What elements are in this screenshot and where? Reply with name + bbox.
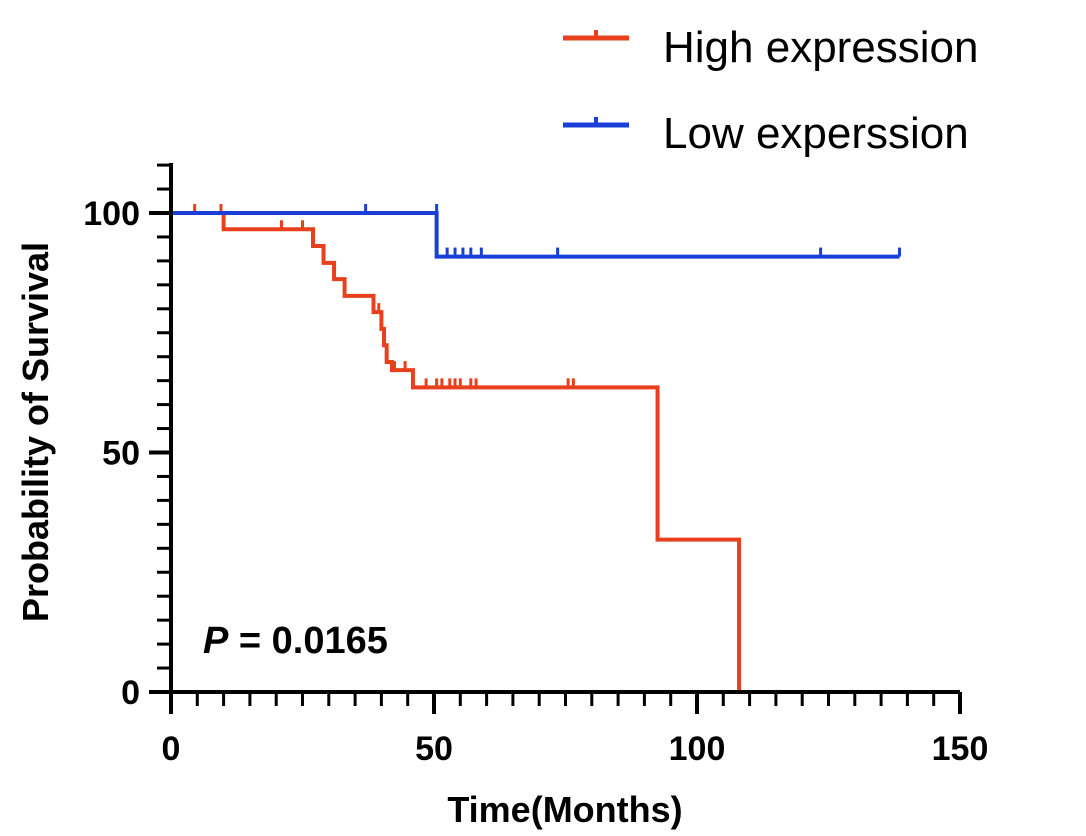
legend-label-low: Low experssion	[663, 109, 969, 158]
legend-label-high: High expression	[663, 23, 979, 72]
x-axis: 0 50 100 150	[162, 690, 989, 768]
x-tick-label: 0	[162, 730, 181, 768]
y-tick-label: 50	[102, 435, 140, 473]
y-axis-title: Probability of Survival	[15, 242, 56, 622]
legend: High expression Low experssion	[563, 23, 979, 158]
survival-curve-high	[171, 211, 742, 692]
plot-area	[171, 204, 902, 692]
x-tick-label: 150	[932, 730, 989, 768]
x-tick-label: 100	[669, 730, 726, 768]
y-tick-label: 100	[83, 195, 140, 233]
p-value-symbol: P	[203, 620, 229, 662]
y-axis: 0 50 100	[83, 163, 173, 712]
x-axis-title: Time(Months)	[447, 789, 682, 830]
p-value-annotation: P = 0.0165	[203, 620, 388, 662]
p-value-text: = 0.0165	[228, 620, 388, 662]
x-tick-label: 50	[415, 730, 453, 768]
survival-curve-low	[171, 211, 900, 259]
y-tick-label: 0	[121, 674, 140, 712]
legend-item-low: Low experssion	[563, 109, 969, 158]
legend-item-high: High expression	[563, 23, 979, 72]
